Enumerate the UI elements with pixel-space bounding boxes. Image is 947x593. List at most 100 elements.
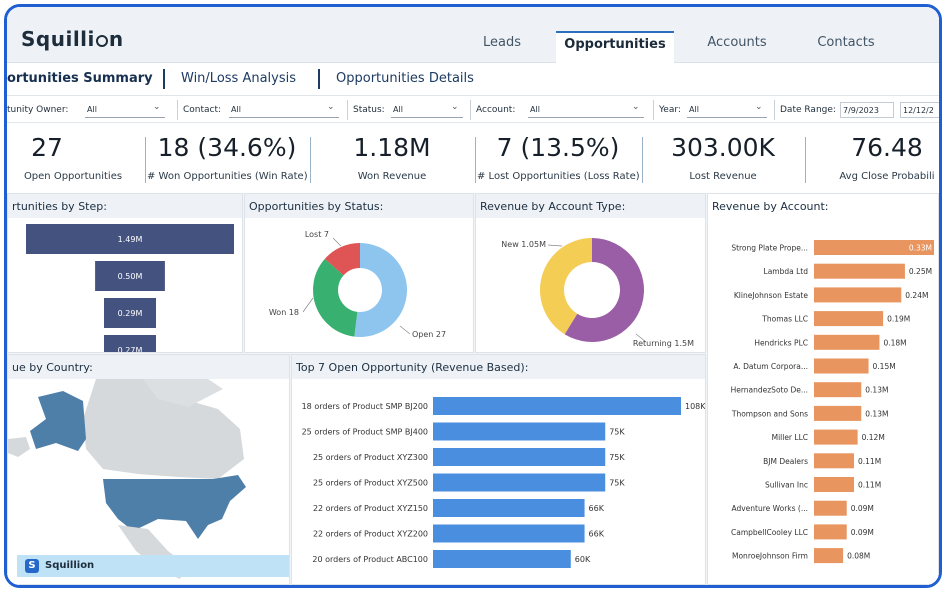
chevron-down-icon: ⌄ <box>451 102 459 112</box>
revacc-bar[interactable] <box>814 405 862 421</box>
owner-filter-value[interactable]: All <box>85 102 165 118</box>
revacc-category-label: KlineJohnson Estate <box>734 291 809 300</box>
acctype-slice[interactable] <box>540 238 592 335</box>
status-filter[interactable]: Status: All ⌄ <box>353 100 465 120</box>
status-filter-value[interactable]: All <box>391 102 463 118</box>
acctype-leader-line[interactable] <box>635 333 647 343</box>
panel-title: Opportunities by Status: <box>245 194 473 218</box>
date-from-input[interactable]: 7/9/2023 <box>840 102 894 118</box>
panel-title: rtunities by Step: <box>8 194 242 218</box>
chevron-down-icon: ⌄ <box>327 102 335 112</box>
status-slice[interactable] <box>324 243 360 276</box>
acctype-slice[interactable] <box>564 238 644 342</box>
subnav-summary[interactable]: ortunities Summary <box>7 71 153 86</box>
step-bar[interactable] <box>26 224 234 254</box>
step-bar-label: 0.29M <box>118 309 143 318</box>
revacc-value-label: 0.13M <box>865 386 888 395</box>
revacc-bar[interactable] <box>814 500 847 516</box>
top7-bar[interactable] <box>433 448 606 466</box>
panel-revenue-by-account-type: Revenue by Account Type: Returning 1.5M N… <box>475 193 706 353</box>
contact-filter-label: Contact: <box>183 105 222 115</box>
contact-filter[interactable]: Contact: All ⌄ <box>183 100 343 120</box>
status-leader-line[interactable] <box>399 325 411 335</box>
revacc-category-label: Lambda Ltd <box>764 267 809 276</box>
revacc-bar[interactable] <box>814 429 858 445</box>
top7-bar[interactable] <box>433 397 681 415</box>
revacc-value-label: 0.11M <box>858 457 881 466</box>
status-slice[interactable] <box>313 258 358 337</box>
revacc-bar[interactable] <box>814 477 854 492</box>
revacc-category-label: Sullivan Inc <box>765 481 808 490</box>
subnav-winloss[interactable]: Win/Loss Analysis <box>181 71 297 86</box>
kpi-lost-revenue: 303.00K Lost Revenue <box>644 123 802 193</box>
revacc-bar[interactable] <box>814 548 844 564</box>
date-range-filter[interactable]: Date Range: 7/9/2023 12/12/2 <box>780 100 939 120</box>
top7-bar[interactable] <box>433 499 585 517</box>
revacc-value-label: 0.19M <box>887 315 910 324</box>
acctype-leader-line[interactable] <box>547 244 563 247</box>
top7-value-label: 75K <box>609 428 625 437</box>
revacc-bar[interactable] <box>814 358 869 374</box>
contact-filter-value[interactable]: All <box>229 102 339 118</box>
top7-value-label: 75K <box>609 453 625 462</box>
step-bar[interactable] <box>95 261 165 291</box>
year-filter-value[interactable]: All <box>687 102 767 118</box>
revacc-bar[interactable] <box>814 287 902 303</box>
top7-category-label: 25 orders of Product SMP BJ400 <box>302 428 428 437</box>
revacc-value-label: 0.13M <box>865 409 888 418</box>
panel-revenue-by-account: Revenue by Account: Strong Plate Prope..… <box>707 193 939 585</box>
status-leader-line[interactable] <box>302 297 314 313</box>
kpi-lost-opportunities: 7 (13.5%) # Lost Opportunities (Loss Rat… <box>477 123 640 193</box>
owner-filter[interactable]: tunity Owner: All ⌄ <box>7 100 169 120</box>
top7-bar[interactable] <box>433 524 585 543</box>
revacc-bar[interactable] <box>814 453 854 469</box>
subnav-details[interactable]: Opportunities Details <box>336 71 474 86</box>
top7-bar[interactable] <box>433 550 571 568</box>
arctic-islands-shape[interactable] <box>143 379 223 407</box>
kpi-divider <box>145 137 146 183</box>
revacc-bar[interactable] <box>814 240 934 255</box>
acctype-slice-label: New 1.05M <box>501 240 546 249</box>
account-filter-value[interactable]: All <box>528 102 644 118</box>
year-filter[interactable]: Year: All ⌄ <box>659 100 769 120</box>
top7-bar[interactable] <box>433 473 606 492</box>
tab-contacts[interactable]: Contacts <box>817 35 875 50</box>
status-slice[interactable] <box>354 243 408 337</box>
kpi-divider <box>805 137 806 183</box>
panel-top-7-open-opportunity: Top 7 Open Opportunity (Revenue Based): … <box>291 354 706 585</box>
acctype-slice-label: Returning 1.5M <box>633 339 694 348</box>
canada-shape[interactable] <box>83 379 244 479</box>
revacc-value-label: 0.08M <box>847 552 870 561</box>
revacc-value-label: 0.09M <box>851 504 874 513</box>
tab-leads[interactable]: Leads <box>482 35 521 50</box>
russia-edge-shape[interactable] <box>8 437 30 457</box>
date-range-label: Date Range: <box>780 105 836 115</box>
status-leader-line[interactable] <box>332 237 342 247</box>
step-bar[interactable] <box>104 335 156 353</box>
revacc-bar[interactable] <box>814 524 847 540</box>
kpi-won-opportunities: 18 (34.6%) # Won Opportunities (Win Rate… <box>147 123 308 193</box>
top7-category-label: 22 orders of Product XYZ150 <box>313 504 428 513</box>
alaska-shape[interactable] <box>30 391 86 451</box>
chevron-down-icon: ⌄ <box>755 102 763 112</box>
revacc-bar[interactable] <box>814 263 905 279</box>
revacc-bar[interactable] <box>814 382 862 398</box>
date-to-input[interactable]: 12/12/2 <box>900 102 939 118</box>
filter-divider <box>347 100 348 120</box>
step-bar[interactable] <box>104 298 156 328</box>
top7-bar[interactable] <box>433 422 606 441</box>
revacc-value-label: 0.33M <box>909 244 932 253</box>
revacc-bar[interactable] <box>814 334 880 350</box>
kpi-won-revenue: 1.18M Won Revenue <box>312 123 472 193</box>
tab-opportunities[interactable]: Opportunities <box>556 31 674 63</box>
top7-value-label: 66K <box>589 504 605 513</box>
panel-title: Revenue by Account Type: <box>476 194 705 218</box>
country-map[interactable] <box>8 379 290 585</box>
tab-accounts[interactable]: Accounts <box>707 35 767 50</box>
usa-shape[interactable] <box>103 475 246 539</box>
kpi-label: Won Revenue <box>357 171 427 182</box>
revacc-bar[interactable] <box>814 311 884 327</box>
footer-brand-text: Squillion <box>45 560 95 571</box>
filter-bar: tunity Owner: All ⌄ Contact: All ⌄ Statu… <box>7 95 939 123</box>
account-filter[interactable]: Account: All ⌄ <box>476 100 646 120</box>
